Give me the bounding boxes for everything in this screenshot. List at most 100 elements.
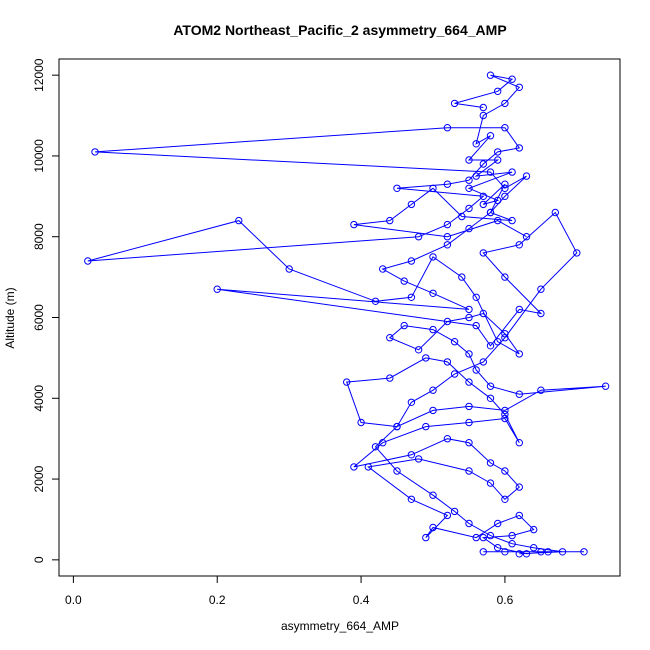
data-point [479,249,487,257]
data-point [501,467,509,475]
data-point [537,548,545,556]
data-point [515,439,523,447]
data-point [573,249,581,257]
data-point [486,459,495,467]
data-point [515,241,523,249]
data-point [494,148,502,156]
data-point [508,75,516,83]
data-point [91,148,99,156]
data-point [515,305,523,314]
data-point [393,184,401,193]
data-point [450,370,459,378]
data-point [429,289,437,297]
data-point [494,519,502,528]
data-point [371,443,380,451]
y-tick-label: 6000 [32,304,46,331]
y-tick-label: 0 [32,556,46,563]
y-axis-label: Altitude (m) [3,287,17,348]
y-tick-label: 2000 [32,465,46,492]
data-point [386,374,394,382]
data-point [479,309,487,318]
data-point [508,216,516,225]
data-point [479,533,487,542]
data-point [443,180,452,188]
x-tick-label: 0.2 [209,593,226,607]
data-point [544,548,552,556]
data-point [422,354,430,362]
data-point [343,378,351,386]
data-point [443,511,452,520]
data-point [479,548,487,556]
data-point [515,483,523,491]
data-point [501,548,509,556]
data-point [501,99,509,108]
data-point [422,533,430,542]
data-point [429,406,437,415]
data-point [400,321,408,330]
data-point [465,519,473,528]
data-point [580,548,588,556]
y-tick-label: 8000 [32,223,46,250]
data-point [465,467,473,475]
data-point [379,265,387,273]
data-point [443,220,452,229]
data-point [479,103,487,112]
data-point [357,418,365,427]
data-point [465,184,473,193]
data-point [364,463,372,471]
data-point [429,253,437,261]
data-point [407,293,416,301]
data-point [508,531,516,540]
data-point [458,212,466,221]
data-point [407,257,416,265]
data-point [494,216,502,225]
data-point [472,321,480,330]
data-point [414,455,423,463]
data-point [465,378,473,386]
series-line [87,127,606,555]
x-tick-label: 0.4 [353,593,370,607]
data-point [386,334,394,342]
chart-title: ATOM2 Northeast_Pacific_2 asymmetry_664_… [173,22,506,38]
data-point [450,99,459,108]
data-point [501,334,509,342]
data-point [494,196,502,205]
data-point [486,394,495,402]
y-tick-label: 10000 [32,139,46,173]
data-point [443,317,452,326]
data-point [551,208,559,217]
data-point [393,467,401,475]
data-point [501,495,509,503]
data-point [479,358,487,366]
data-point [407,398,416,406]
data-point [450,507,459,516]
data-point [465,204,473,213]
x-axis: 0.0 0.2 0.4 0.6 [65,575,514,607]
data-point [443,124,452,132]
data-point [443,358,452,366]
data-point [429,325,437,334]
data-point [537,285,545,293]
data-point [414,233,423,241]
data-point [465,156,473,164]
data-point [285,265,293,273]
data-point [494,338,502,346]
x-tick-label: 0.0 [65,593,82,607]
data-point [458,273,466,281]
data-point [501,180,509,188]
data-point [386,216,394,225]
data-point [429,386,437,394]
data-point [465,418,473,427]
data-point [486,132,495,140]
data-point [350,463,358,471]
data-point [486,71,495,79]
data-point [465,402,473,411]
data-point [472,533,480,542]
data-point [84,257,92,265]
data-point [522,233,531,241]
data-point [407,495,416,503]
data-point [429,184,437,193]
data-point [522,172,531,180]
data-point [501,330,509,338]
